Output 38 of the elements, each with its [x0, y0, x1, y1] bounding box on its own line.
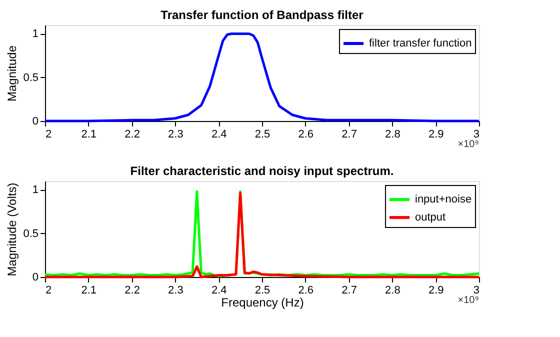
x-tick-label: 2.3 — [168, 284, 184, 296]
y-tick-label: 0 — [32, 272, 38, 284]
x-tick-label: 2.5 — [254, 128, 270, 140]
chart-title: Filter characteristic and noisy input spectrum. — [130, 164, 394, 178]
x-tick-label: 2.8 — [385, 128, 400, 140]
legend-label: input+noise — [415, 194, 472, 206]
y-tick-label: 0.5 — [23, 72, 38, 84]
y-tick-label: 0.5 — [23, 228, 38, 240]
x-tick-label: 2.7 — [342, 284, 357, 296]
y-axis-title: Magnitude — [5, 45, 20, 102]
x-tick-label: 2.4 — [211, 284, 227, 296]
x-axis-title: Frequency (Hz) — [221, 296, 304, 310]
y-axis-title: Magnitude (Volts) — [5, 182, 20, 276]
x-tick-label: 2.1 — [81, 128, 97, 140]
x-tick-label: 3 — [473, 128, 480, 140]
x-tick-label: 2.2 — [124, 128, 140, 140]
x-tick-label: 2.1 — [81, 284, 97, 296]
x-tick-label: 2 — [46, 128, 52, 140]
y-tick-label: 0 — [32, 116, 38, 128]
legend-label: output — [415, 212, 446, 224]
x-tick-label: 2.7 — [342, 128, 357, 140]
x-tick-label: 2.3 — [168, 128, 184, 140]
chart-title: Transfer function of Bandpass filter — [160, 8, 364, 22]
x-tick-label: 2.9 — [428, 128, 444, 140]
x-tick-label: 2.6 — [298, 128, 314, 140]
x-tick-label: 2.4 — [211, 128, 227, 140]
x-tick-label: 2.5 — [254, 284, 270, 296]
x-tick-label: 3 — [473, 284, 480, 296]
x-tick-label: 2.6 — [298, 284, 314, 296]
x-tick-label: 2.8 — [385, 284, 400, 296]
legend-label: filter transfer function — [369, 38, 472, 50]
y-tick-label: 1 — [32, 184, 38, 196]
x-tick-label: 2.9 — [428, 284, 444, 296]
text: ×10⁹ — [458, 295, 479, 306]
x-tick-label: 2 — [46, 284, 52, 296]
text: ×10⁹ — [458, 139, 479, 150]
y-tick-label: 1 — [32, 28, 38, 40]
x-tick-label: 2.2 — [124, 284, 140, 296]
